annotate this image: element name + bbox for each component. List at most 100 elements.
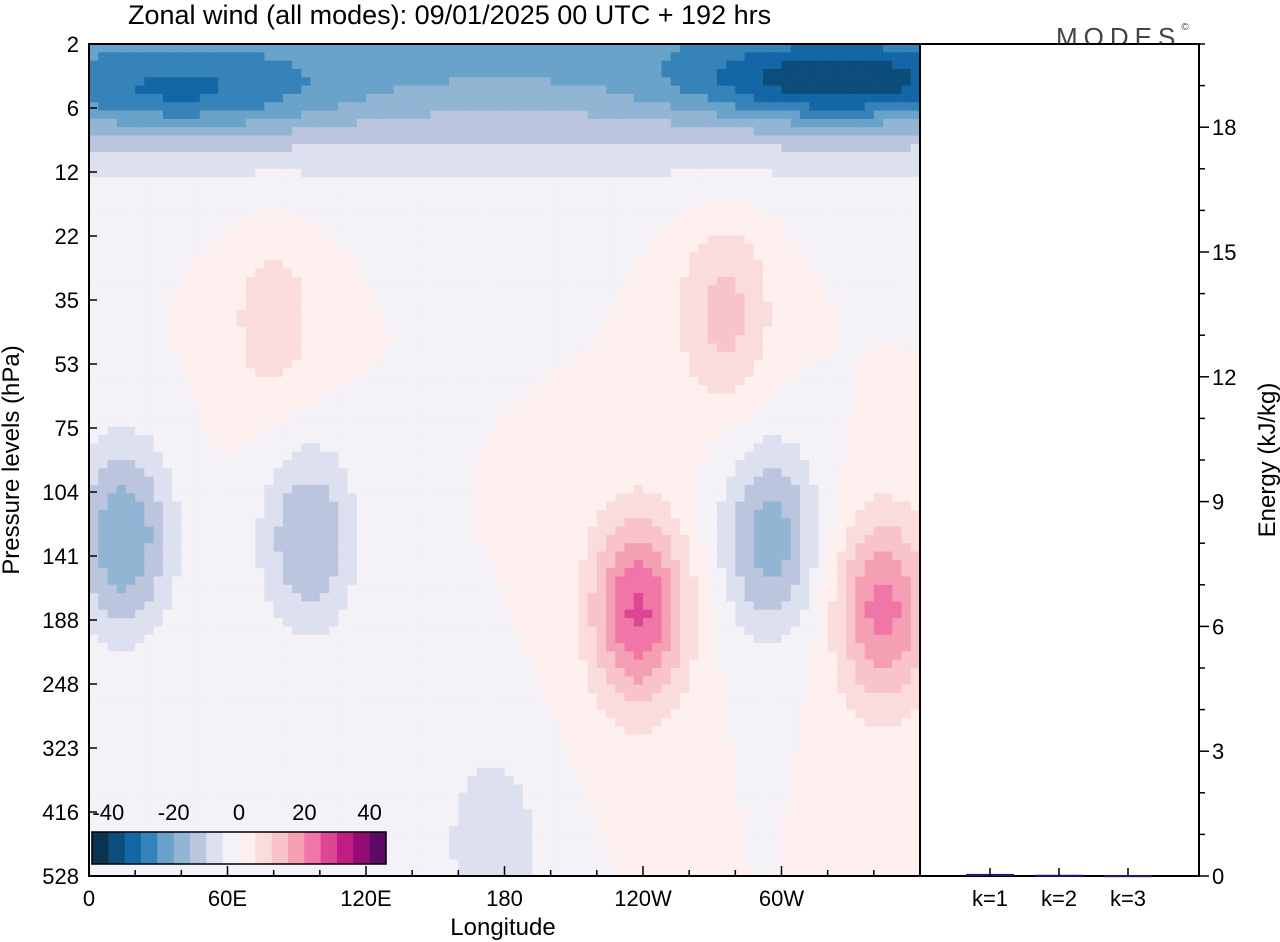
heatmap-cell <box>606 435 616 444</box>
heatmap-cell <box>495 127 506 137</box>
heatmap-cell <box>319 243 330 253</box>
heatmap-cell <box>347 44 358 53</box>
heatmap-cell <box>716 285 727 295</box>
heatmap-cell <box>559 193 570 203</box>
heatmap-cell <box>643 460 653 469</box>
heatmap-cell <box>716 301 727 311</box>
heatmap-cell <box>319 210 330 220</box>
heatmap-cell <box>596 343 607 353</box>
heatmap-cell <box>421 501 432 511</box>
heatmap-cell <box>532 93 543 103</box>
heatmap-cell <box>439 368 450 378</box>
heatmap-cell <box>125 376 136 386</box>
heatmap-cell <box>781 426 792 436</box>
heatmap-cell <box>799 401 810 411</box>
heatmap-cell <box>550 218 561 228</box>
heatmap-cell <box>190 484 201 494</box>
heatmap-cell <box>366 260 376 270</box>
heatmap-cell <box>910 193 920 203</box>
heatmap-cell <box>393 235 404 245</box>
heatmap-cell <box>282 210 293 220</box>
heatmap-cell <box>661 385 672 395</box>
heatmap-cell <box>292 335 302 345</box>
heatmap-cell <box>486 460 496 469</box>
heatmap-cell <box>735 52 746 62</box>
heatmap-cell <box>421 468 432 478</box>
heatmap-cell <box>310 260 321 270</box>
heatmap-cell <box>624 127 635 137</box>
heatmap-cell <box>89 484 99 494</box>
heatmap-cell <box>310 210 321 220</box>
heatmap-cell <box>809 435 820 444</box>
heatmap-cell <box>190 60 201 70</box>
heatmap-cell <box>209 118 219 128</box>
heatmap-cell <box>329 385 339 395</box>
heatmap-cell <box>781 435 792 444</box>
heatmap-cell <box>384 85 395 95</box>
heatmap-cell <box>790 343 801 353</box>
heatmap-cell <box>541 60 552 70</box>
heatmap-cell <box>735 168 746 178</box>
heatmap-cell <box>310 252 321 261</box>
heatmap-cell <box>643 152 653 162</box>
heatmap-cell <box>652 85 663 95</box>
heatmap-cell <box>698 235 709 245</box>
heatmap-cell <box>209 260 219 270</box>
heatmap-cell <box>153 68 164 78</box>
heatmap-cell <box>569 376 579 386</box>
heatmap-cell <box>587 143 598 153</box>
heatmap-cell <box>319 326 330 336</box>
heatmap-cell <box>790 376 801 386</box>
heatmap-cell <box>504 160 515 170</box>
heatmap-cell <box>763 351 773 361</box>
heatmap-cell <box>753 168 764 178</box>
heatmap-cell <box>292 85 302 95</box>
heatmap-cell <box>836 235 847 245</box>
heatmap-cell <box>116 393 127 403</box>
heatmap-cell <box>162 418 173 428</box>
heatmap-cell <box>476 60 487 70</box>
heatmap-cell <box>735 410 746 419</box>
heatmap-cell <box>338 468 349 478</box>
heatmap-cell <box>356 260 367 270</box>
heatmap-cell <box>763 185 773 195</box>
heatmap-cell <box>255 376 266 386</box>
heatmap-cell <box>292 426 302 436</box>
heatmap-cell <box>319 418 330 428</box>
heatmap-cell <box>144 318 155 328</box>
heatmap-cell <box>763 268 773 278</box>
heatmap-cell <box>236 376 247 386</box>
heatmap-cell <box>135 210 145 220</box>
heatmap-cell <box>439 243 450 253</box>
heatmap-cell <box>209 135 219 145</box>
heatmap-cell <box>901 460 912 469</box>
heatmap-cell <box>125 202 136 211</box>
heatmap-cell <box>643 443 653 453</box>
heatmap-cell <box>495 376 506 386</box>
heatmap-cell <box>181 285 192 295</box>
heatmap-cell <box>107 468 118 478</box>
heatmap-cell <box>430 52 441 62</box>
heatmap-cell <box>716 351 727 361</box>
heatmap-cell <box>282 393 293 403</box>
heatmap-cell <box>384 335 395 345</box>
heatmap-cell <box>366 110 376 120</box>
heatmap-cell <box>236 343 247 353</box>
heatmap-cell <box>458 44 469 53</box>
heatmap-cell <box>679 401 690 411</box>
heatmap-cell <box>218 118 229 128</box>
heatmap-cell <box>421 135 432 145</box>
heatmap-cell <box>716 193 727 203</box>
heatmap-cell <box>310 243 321 253</box>
heatmap-cell <box>532 476 543 486</box>
heatmap-cell <box>329 127 339 137</box>
heatmap-cell <box>587 60 598 70</box>
heatmap-cell <box>698 360 709 370</box>
heatmap-cell <box>864 343 875 353</box>
heatmap-cell <box>606 401 616 411</box>
heatmap-cell <box>689 68 699 78</box>
heatmap-cell <box>643 252 653 261</box>
heatmap-cell <box>486 476 496 486</box>
heatmap-cell <box>624 168 635 178</box>
heatmap-cell <box>402 93 413 103</box>
